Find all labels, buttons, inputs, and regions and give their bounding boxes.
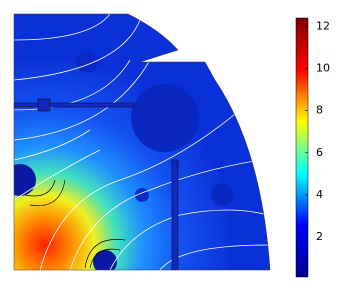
colorbar-tick-label: 8 [316, 104, 323, 117]
colorbar-tick-label: 4 [316, 188, 323, 201]
contours [14, 14, 269, 270]
colorbar-tick-label: 2 [316, 230, 323, 243]
colorbar: 2 4 6 8 10 12 [295, 17, 330, 278]
field-plot [14, 14, 270, 270]
hole [211, 184, 233, 206]
domain-outline [13, 13, 271, 271]
hole [76, 51, 98, 73]
colorbar-tick-label: 12 [316, 19, 330, 32]
contours-dense [24, 179, 126, 269]
hole [14, 164, 36, 196]
colorbar-tick-label: 10 [316, 62, 330, 75]
hole [93, 250, 117, 270]
hole [131, 84, 199, 152]
colorbar-tick-label: 6 [316, 146, 323, 159]
slots [14, 98, 179, 270]
colorbar-bar [295, 17, 309, 278]
